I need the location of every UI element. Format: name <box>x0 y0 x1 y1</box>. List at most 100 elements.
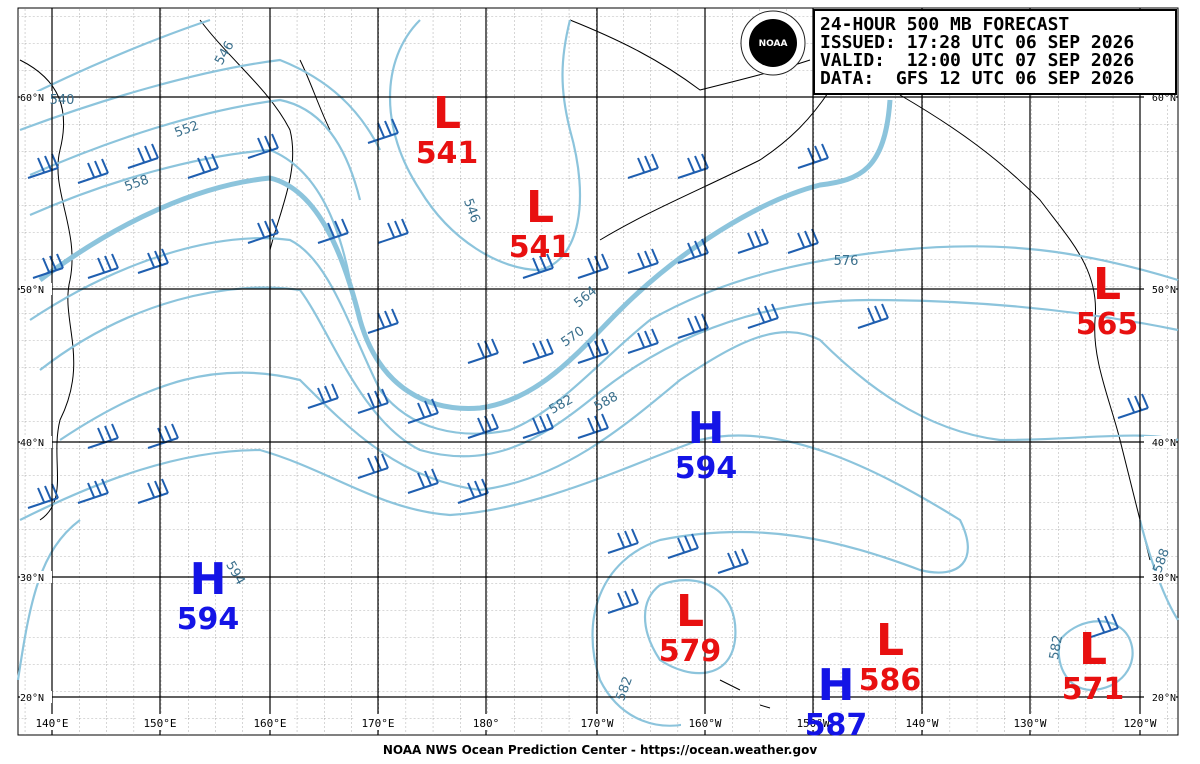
label-bg <box>1144 691 1176 703</box>
longitude-label: 170°E <box>361 717 394 730</box>
system-value: 594 <box>675 451 738 486</box>
label-bg <box>20 283 52 295</box>
longitude-label: 170°W <box>580 717 613 730</box>
longitude-label: 120°W <box>1123 717 1156 730</box>
longitude-label: 130°W <box>1013 717 1046 730</box>
longitude-label: 140°W <box>905 717 938 730</box>
header-line: DATA: GFS 12 UTC 06 SEP 2026 <box>820 68 1134 89</box>
wind-barb <box>627 153 659 179</box>
graticule <box>18 8 1178 735</box>
label-bg <box>898 714 946 730</box>
wind-barb <box>317 218 349 244</box>
wind-barb <box>77 158 109 184</box>
wind-barb <box>77 478 109 504</box>
wind-barb <box>247 133 279 159</box>
system-value: 594 <box>177 602 240 637</box>
wind-barb <box>667 533 699 559</box>
system-value: 565 <box>1076 307 1139 342</box>
longitude-label: 140°E <box>35 717 68 730</box>
label-bg <box>354 714 402 730</box>
label-bg <box>462 714 510 730</box>
wind-barb <box>787 228 819 254</box>
label-bg <box>789 714 837 730</box>
contour-label: 582 <box>1047 634 1066 661</box>
latitude-label: 20°N <box>1152 693 1176 704</box>
wind-barb <box>307 383 339 409</box>
wind-barb <box>1087 613 1119 639</box>
system-value: 587 <box>805 708 868 743</box>
wind-barb <box>522 253 554 279</box>
label-bg <box>1116 714 1164 730</box>
logo-inner <box>749 19 797 67</box>
wind-barb <box>187 153 219 179</box>
wind-barb <box>1117 393 1149 419</box>
longitude-label: 150°W <box>796 717 829 730</box>
latitude-label: 30°N <box>1152 573 1176 584</box>
latitude-label: 20°N <box>20 693 44 704</box>
latitude-label: 40°N <box>1152 438 1176 449</box>
latitude-label: 30°N <box>20 573 44 584</box>
wind-barb <box>407 468 439 494</box>
wind-barb <box>367 118 399 144</box>
system-letter: L <box>876 615 904 666</box>
system-letter: H <box>190 554 227 605</box>
system-letter: L <box>526 182 554 233</box>
wind-barb <box>607 528 639 554</box>
wind-barb <box>247 218 279 244</box>
wind-barb <box>357 453 389 479</box>
wind-barb <box>747 303 779 329</box>
system-value: 541 <box>509 230 572 265</box>
wind-barb <box>27 483 59 509</box>
label-bg <box>1006 714 1054 730</box>
header-line: ISSUED: 17:28 UTC 06 SEP 2026 <box>820 32 1134 53</box>
label-bg <box>20 691 52 703</box>
label-bg <box>136 714 184 730</box>
system-value: 586 <box>859 663 922 698</box>
wind-barb <box>87 253 119 279</box>
minor-grid <box>18 8 1178 735</box>
system-value: 579 <box>659 634 722 669</box>
longitude-label: 160°E <box>253 717 286 730</box>
header-line: VALID: 12:00 UTC 07 SEP 2026 <box>820 50 1134 71</box>
wind-barb <box>137 248 169 274</box>
latitude-label: 50°N <box>20 285 44 296</box>
contour-label: 540 <box>50 93 75 108</box>
header-frame <box>813 9 1177 95</box>
wind-barb <box>457 478 489 504</box>
label-bg <box>1144 571 1176 583</box>
label-bg <box>28 714 76 730</box>
longitude-label: 180° <box>473 717 500 730</box>
system-letter: L <box>433 88 461 139</box>
label-bg <box>1144 283 1176 295</box>
label-bg <box>20 571 52 583</box>
wind-barb <box>737 228 769 254</box>
labels: 140°E 150°E 160°E 170°E 180° 170°W 160°W 150°W 1… <box>20 39 1176 743</box>
latitude-label: 50°N <box>1152 285 1176 296</box>
label-bg <box>20 91 52 103</box>
latitude-label: 40°N <box>20 438 44 449</box>
longitude-label: 150°E <box>143 717 176 730</box>
wind-barb <box>522 413 554 439</box>
wind-barb <box>857 303 889 329</box>
longitude-label: 160°W <box>688 717 721 730</box>
wind-barb <box>32 253 64 279</box>
wind-barb <box>577 253 609 279</box>
label-bg <box>20 436 52 448</box>
system-value: 541 <box>416 136 479 171</box>
wind-barb <box>522 338 554 364</box>
wind-barb <box>127 143 159 169</box>
system-value: 571 <box>1062 672 1125 707</box>
wind-barb <box>27 153 59 179</box>
wind-barb <box>577 338 609 364</box>
latitude-label: 60°N <box>1152 93 1176 104</box>
wind-barb <box>377 218 409 244</box>
footer: NOAA NWS Ocean Prediction Center - https… <box>383 743 817 757</box>
system-letter: L <box>1079 624 1107 675</box>
logo-text: NOAA <box>759 39 788 49</box>
wind-barb <box>357 388 389 414</box>
header-box: 24-HOUR 500 MB FORECAST ISSUED: 17:28 UT… <box>740 9 1177 95</box>
wind-barb <box>137 478 169 504</box>
wind-barb <box>627 248 659 274</box>
contour-label: 576 <box>834 254 859 269</box>
system-letter: H <box>818 660 855 711</box>
